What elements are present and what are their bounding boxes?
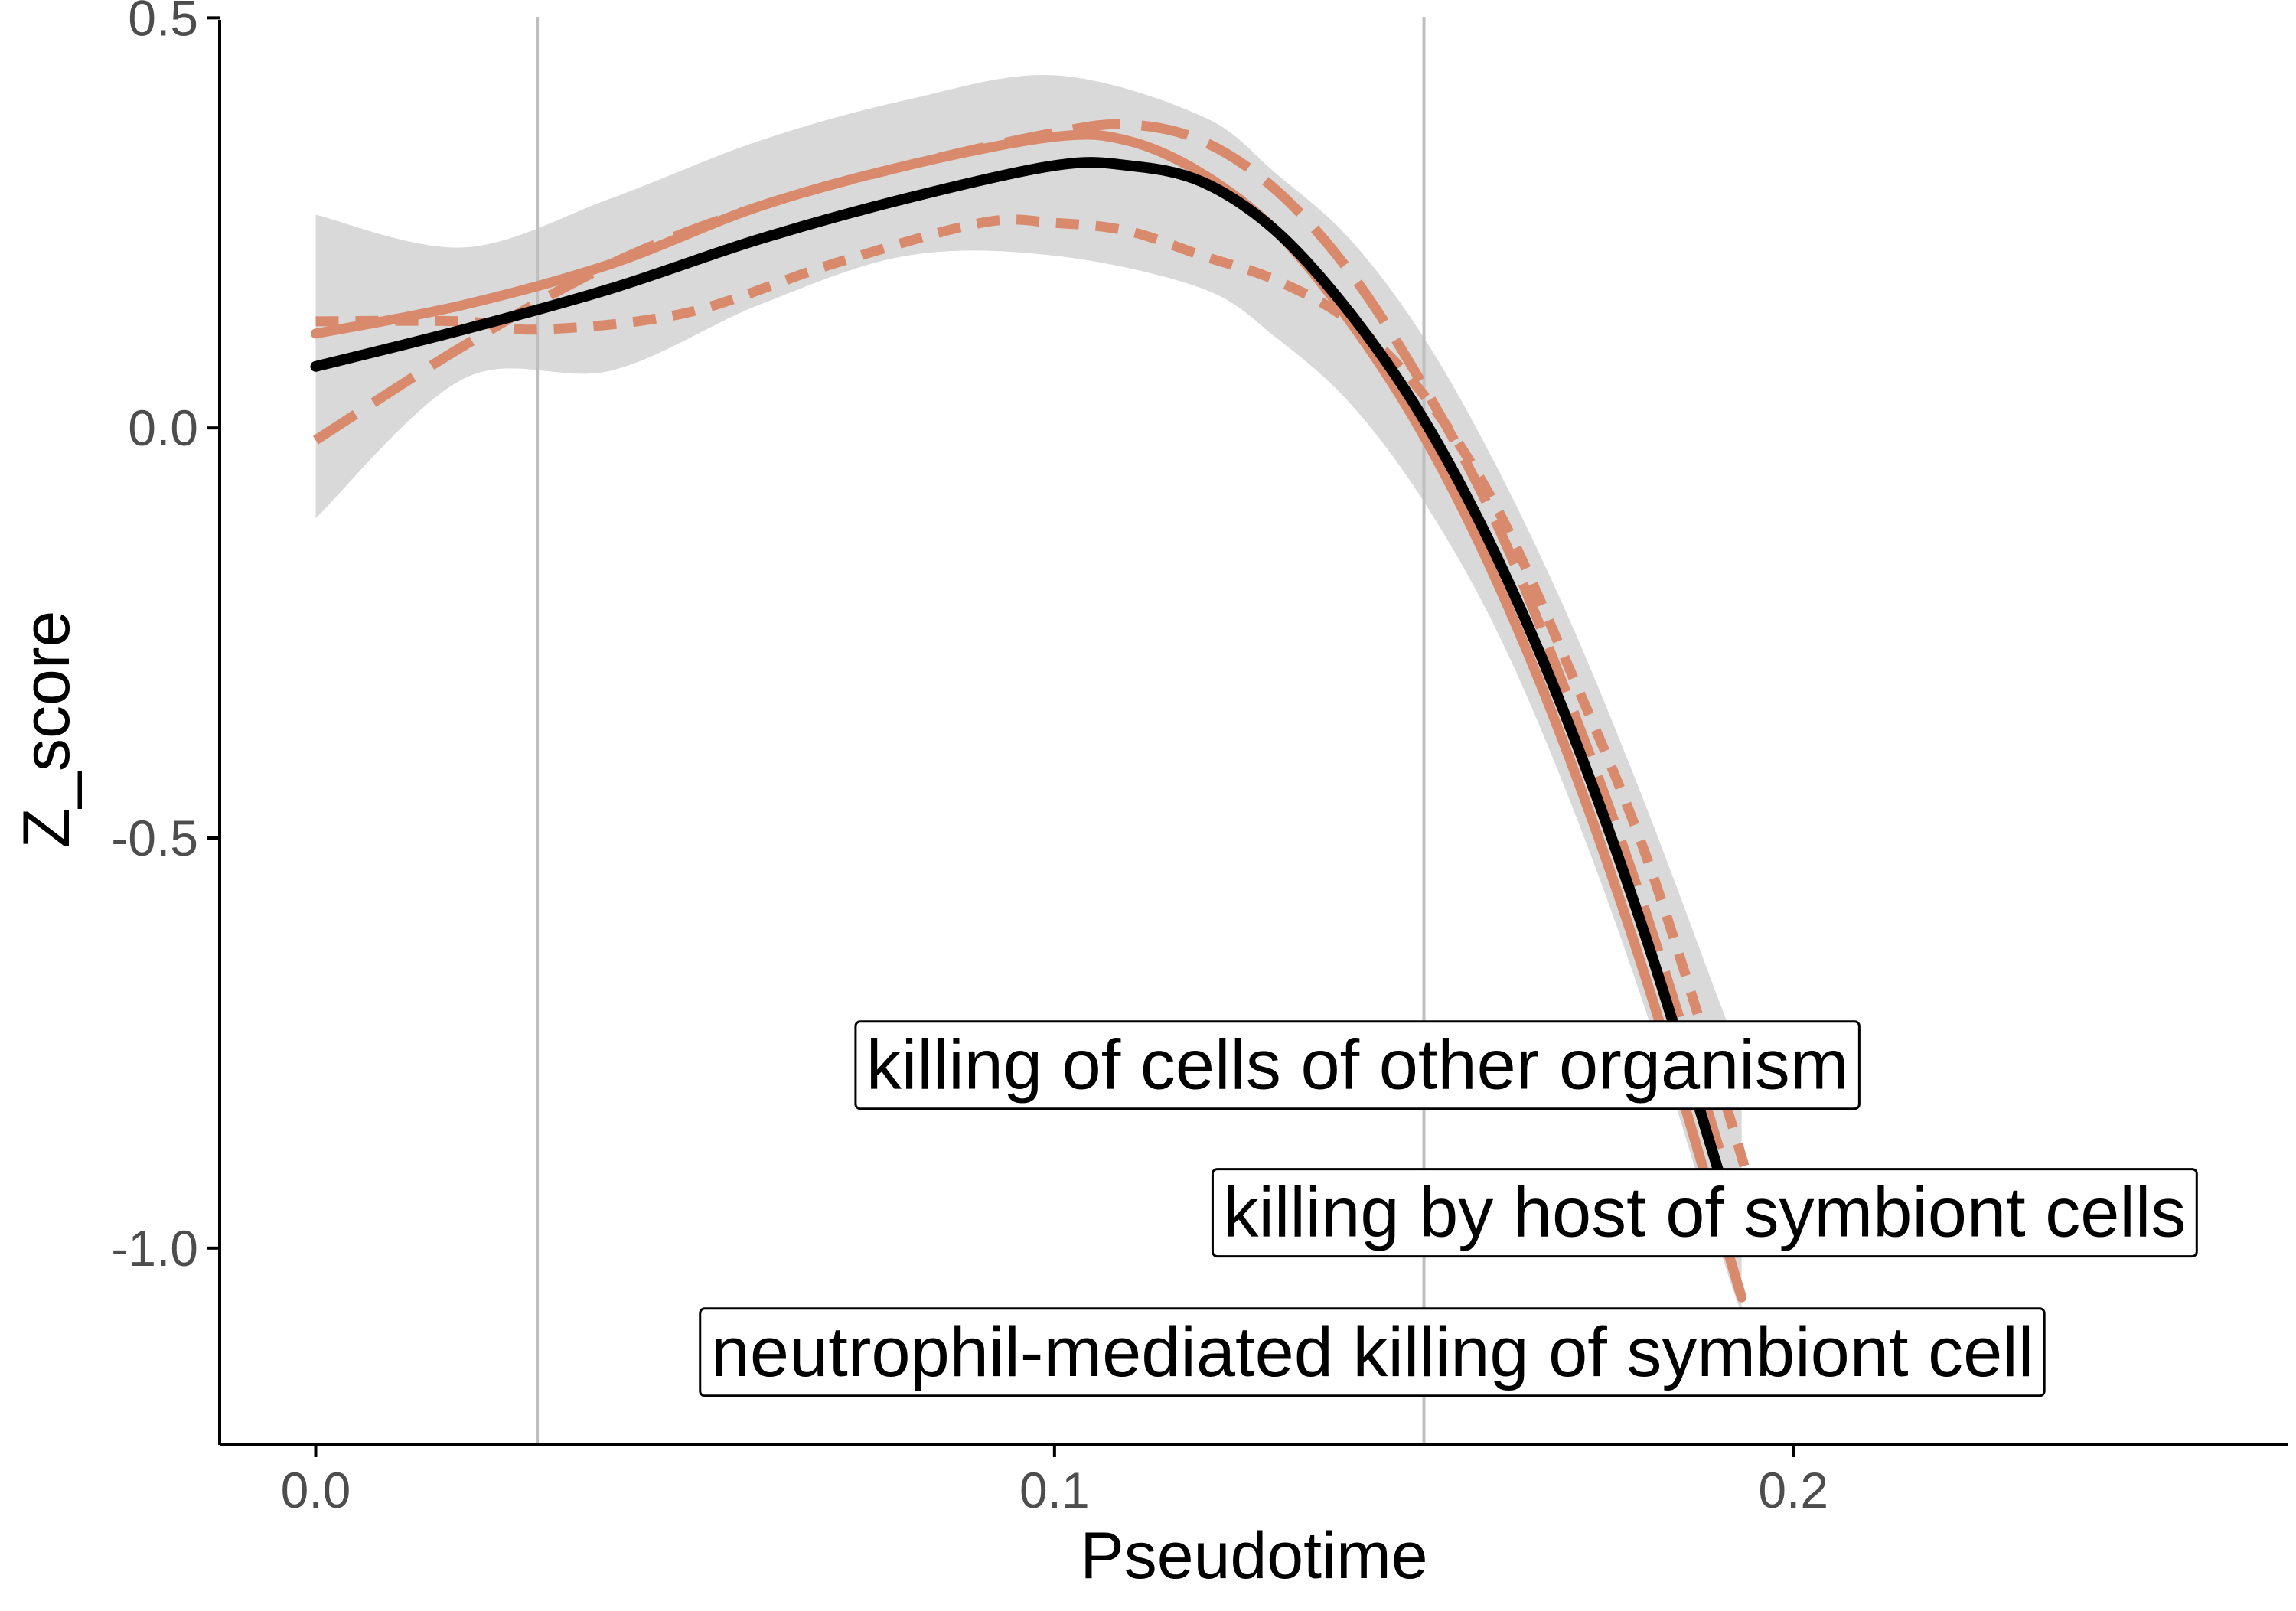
annotation-box [1211,1168,2198,1258]
annotation-text: killing by host of symbiont cells [1223,1174,2186,1252]
annotation-label-1: killing of cells of other organism [854,1020,1861,1110]
annotations-layer: killing of cells of other organism killin… [699,1020,2198,1397]
annotation-label-3: neutrophil-mediated killing of symbiont … [699,1307,2046,1397]
series-line-3-dashed [313,119,1746,1234]
annotation-text: killing of cells of other organism [866,1026,1848,1104]
series-line-4-dotted [315,214,1762,1209]
x-tick-label: 0.2 [1758,1462,1828,1518]
y-tick-label: -0.5 [111,810,198,866]
x-tick-label: 0.1 [1019,1462,1090,1518]
confidence-ribbon-layer [315,74,1742,1314]
series-layer [310,119,1762,1303]
y-tick-label: -1.0 [111,1220,198,1277]
confidence-ribbon [315,74,1742,1314]
y-axis-title: Z_score [10,611,83,849]
annotation-box [699,1307,2046,1397]
series-line-1-solid [310,157,1747,1254]
x-tick-label: 0.0 [281,1462,351,1518]
x-axis-title: Pseudotime [1080,1519,1427,1593]
annotation-label-2: killing by host of symbiont cells [1211,1168,2198,1258]
annotation-box [854,1020,1861,1110]
annotation-text: neutrophil-mediated killing of symbiont … [711,1313,2033,1391]
y-tick-label: 0.0 [128,399,198,456]
axes-layer: 0.0 0.1 0.2 0.5 0.0 -0.5 -1.0 [111,0,2288,1518]
y-tick-label: 0.5 [128,0,198,46]
